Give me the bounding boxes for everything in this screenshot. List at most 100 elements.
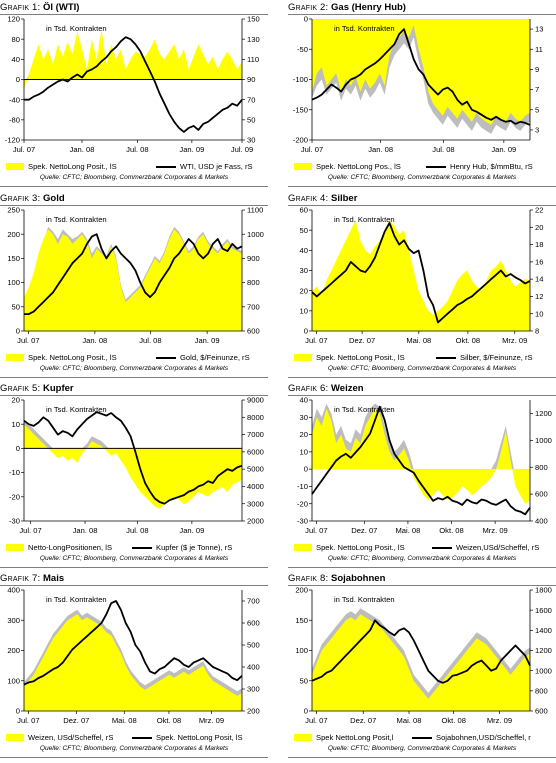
left-tick-label: 20 <box>300 430 308 439</box>
bottom-rule <box>0 186 268 187</box>
right-tick-label: 1800 <box>535 586 552 595</box>
legend: Netto-LongPositionen, lS Kupfer ($ je To… <box>0 541 268 555</box>
chart-oil: 120 80 40 0 -40 -80 -120 150 130 110 90 70 50 30 Jul. … <box>0 15 268 160</box>
x-tick-label: Jul. 08 <box>126 145 148 154</box>
chart-gold: 250 200 150 100 50 0 1100 1000 900 800 700 600 Jul. … <box>0 206 268 351</box>
title-rule <box>0 205 268 206</box>
legend-line-label: Weizen,USd/Scheffel, rS <box>456 543 540 552</box>
x-tick-label: Mai. 08 <box>406 336 431 345</box>
legend-area-swatch <box>294 734 312 741</box>
legend-line-swatch <box>412 737 432 739</box>
left-tick-label: 10 <box>300 306 308 315</box>
left-tick-label: -150 <box>293 105 308 114</box>
left-tick-label: 20 <box>300 286 308 295</box>
x-tick-label: Dez. 07 <box>63 716 89 725</box>
legend: Spek. NettoLong Posit., lS WTI, USD je F… <box>0 160 268 174</box>
right-tick-label: 110 <box>247 55 259 64</box>
chart-silver: 60 50 40 30 20 10 0 22 20 18 16 14 12 10 8 Jul. 07 Dez. … <box>288 206 556 351</box>
panel-title: Grafik 5: Kupfer <box>0 383 74 394</box>
right-tick-label: 30 <box>247 136 255 145</box>
chart-svg: 40 30 20 10 0 -10 -20 -30 1200 1000 800 600 400 Jul. … <box>297 396 552 535</box>
left-tick-label: -200 <box>293 136 308 145</box>
price-line <box>311 405 531 516</box>
left-tick-label: 80 <box>12 35 20 44</box>
bottom-rule <box>0 757 268 758</box>
right-tick-label: 10 <box>535 309 543 318</box>
annotation-label: in Tsd. Kontrakten <box>334 595 395 604</box>
chart-wheat: 40 30 20 10 0 -10 -20 -30 1200 1000 800 600 400 Jul. … <box>288 396 556 541</box>
annotation-label: in Tsd. Kontrakten <box>46 215 107 224</box>
x-tick-label: Jan. 08 <box>368 145 393 154</box>
right-tick-label: 9 <box>535 65 539 74</box>
legend: Spek. NettoLong Posit., lS Gold, $/Feinu… <box>0 351 268 365</box>
title-rule <box>0 585 268 586</box>
net-long-area <box>24 424 242 509</box>
price-line <box>311 28 531 126</box>
legend-area-label: Netto-LongPositionen, lS <box>28 543 113 552</box>
left-tick-label: 0 <box>16 75 20 84</box>
right-tick-label: 500 <box>247 641 260 650</box>
source-note: Quelle: CFTC; Bloomberg, Commerzbank Cor… <box>327 745 517 752</box>
net-long-area <box>312 19 530 125</box>
chart-soybeans: 200 150 100 50 0 1800 1600 1400 1200 1000 800 600 Ju… <box>288 586 556 731</box>
right-tick-label: 8 <box>535 327 539 336</box>
legend: Weizen, USd/Scheffel, rS Spek. NettoLong… <box>0 731 268 745</box>
left-tick-label: 10 <box>300 447 308 456</box>
left-tick-label: 400 <box>7 586 20 595</box>
right-tick-label: 50 <box>247 115 255 124</box>
x-tick-label: Mai. 08 <box>395 526 420 535</box>
legend-line-swatch <box>432 547 452 549</box>
source-note: Quelle: CFTC; Bloomberg, Commerzbank Cor… <box>327 365 517 372</box>
left-tick-label: 50 <box>300 676 308 685</box>
x-tick-label: Jul. 07 <box>301 145 323 154</box>
annotation-label: in Tsd. Kontrakten <box>46 405 107 414</box>
x-tick-label: Jul. 07 <box>305 526 327 535</box>
x-tick-label: Jul. 07 <box>305 336 327 345</box>
x-tick-label: Jan. 08 <box>70 145 95 154</box>
chart-svg: 400 300 200 100 0 700 600 500 400 300 200 Jul. 07 De… <box>7 586 260 725</box>
annotation-label: in Tsd. Kontrakten <box>46 24 107 33</box>
right-tick-label: 700 <box>247 597 260 606</box>
x-tick-label: Jan. 09 <box>491 145 516 154</box>
x-tick-label: Mai. 08 <box>112 716 137 725</box>
left-tick-label: 150 <box>7 254 20 263</box>
left-tick-label: -10 <box>9 468 20 477</box>
title-rule <box>0 14 268 15</box>
left-tick-label: -10 <box>297 482 308 491</box>
legend: Spek. NettoLong Posit., lS Weizen,USd/Sc… <box>288 541 556 555</box>
title-rule <box>288 585 556 586</box>
right-tick-label: 700 <box>247 302 260 311</box>
net-long-area <box>312 614 530 711</box>
legend-area-label: Spek. NettoLong Posit., lS <box>316 543 405 552</box>
annotation-label: in Tsd. Kontrakten <box>46 595 107 604</box>
chart-svg: 12080400-40-80-12015013011090705030Jul. … <box>5 15 260 154</box>
panel-gas: Grafik 2: Gas (Henry Hub) 0 -50 -100 -150 -2… <box>288 0 556 190</box>
title-rule <box>288 14 556 15</box>
right-tick-label: 2000 <box>247 517 264 526</box>
legend-line-label: Spek. NettoLong Posit, lS <box>156 733 243 742</box>
panel-soybeans: Grafik 8: Sojabohnen 200 150 100 50 0 1800 160… <box>288 571 556 761</box>
right-tick-label: 130 <box>247 35 260 44</box>
left-tick-label: 250 <box>7 206 20 215</box>
net-long-area <box>312 220 530 331</box>
left-tick-label: 100 <box>7 278 20 287</box>
legend: Spek NettoLong Posit,l Sojabohnen,USD/Sc… <box>288 731 556 745</box>
price-line <box>23 411 243 505</box>
bottom-rule <box>288 757 556 758</box>
panel-title: Grafik 7: Mais <box>0 573 65 584</box>
left-tick-label: -40 <box>9 95 20 104</box>
left-tick-label: 60 <box>300 206 308 215</box>
x-tick-label: Jan. 09 <box>195 336 220 345</box>
right-tick-label: 600 <box>247 327 260 336</box>
right-tick-label: 16 <box>535 257 543 266</box>
panel-title: Grafik 6: Weizen <box>288 383 364 394</box>
right-tick-label: 600 <box>535 707 548 716</box>
legend-area-swatch <box>6 544 24 551</box>
x-tick-label: Dez. 07 <box>349 336 375 345</box>
left-tick-label: -20 <box>9 492 20 501</box>
chart-svg: 0 -50 -100 -150 -200 13 11 9 7 5 3 Jul. 07 Jan. 08 Ju… <box>293 15 544 154</box>
panel-oil: Grafik 1: Öl (WTI) 120 80 40 0 -40 -80 -120 150… <box>0 0 268 190</box>
left-tick-label: 0 <box>304 707 308 716</box>
legend-area-swatch <box>294 163 312 170</box>
left-tick-label: 100 <box>7 676 20 685</box>
